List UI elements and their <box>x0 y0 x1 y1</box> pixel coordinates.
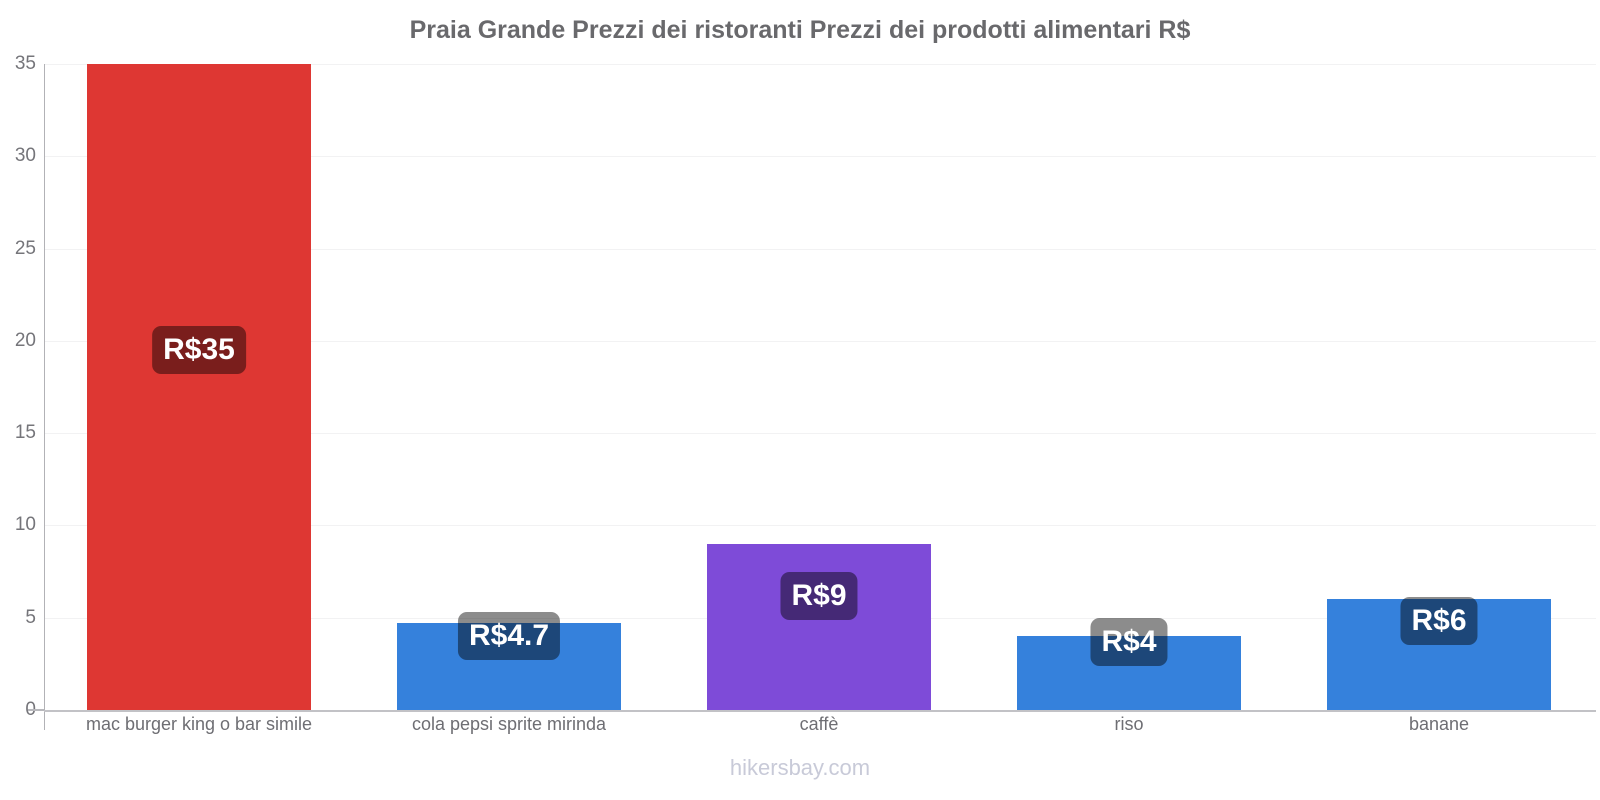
bar-value-label: R$35 <box>152 326 246 375</box>
bar[interactable] <box>87 64 311 710</box>
chart-title: Praia Grande Prezzi dei ristoranti Prezz… <box>409 16 1191 44</box>
gridline <box>44 340 1596 342</box>
bar[interactable] <box>707 543 931 710</box>
bar[interactable] <box>1017 636 1241 710</box>
bar[interactable] <box>1327 599 1551 710</box>
footer-link[interactable]: hikersbay.com <box>729 755 871 780</box>
y-axis-tick-label: 15 <box>14 422 36 444</box>
y-axis-zero-tick <box>28 709 44 711</box>
x-axis-category-label: banane <box>1408 714 1470 734</box>
x-axis-category-label: caffè <box>799 714 839 734</box>
gridline <box>44 156 1596 158</box>
y-axis-line <box>44 64 45 730</box>
y-axis-tick-label: 30 <box>14 145 36 167</box>
bar-value-label: R$4 <box>1090 617 1168 666</box>
x-axis-category-label: cola pepsi sprite mirinda <box>411 714 607 734</box>
footer: hikersbay.com <box>0 755 1600 781</box>
y-axis-tick-label: 5 <box>25 606 36 628</box>
gridline <box>44 433 1596 435</box>
gridline <box>44 248 1596 250</box>
y-axis-tick-label: 25 <box>14 237 36 259</box>
bar-value-label: R$4.7 <box>457 612 561 661</box>
bar-value-label: R$6 <box>1400 597 1478 646</box>
y-axis-tick-label: 10 <box>14 514 36 536</box>
y-axis-tick-label: 20 <box>14 329 36 351</box>
bar-value-label: R$9 <box>780 571 858 620</box>
gridline <box>44 64 1596 65</box>
x-axis-category-label: mac burger king o bar simile <box>85 714 313 734</box>
y-axis-tick-label: 35 <box>14 53 36 74</box>
gridline <box>44 525 1596 527</box>
bar[interactable] <box>397 623 621 710</box>
x-axis-category-label: riso <box>1114 714 1144 734</box>
x-axis-line <box>44 710 1596 712</box>
